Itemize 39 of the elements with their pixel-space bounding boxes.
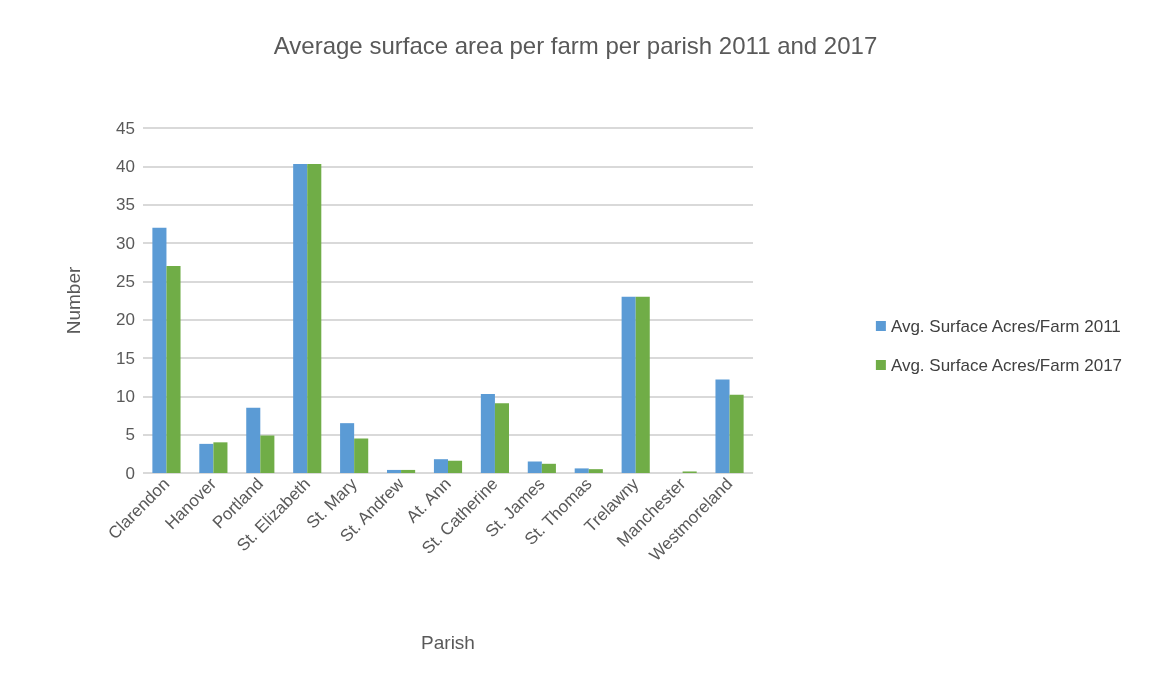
y-tick-label: 45 bbox=[116, 118, 135, 138]
y-axis-title: Number bbox=[63, 266, 84, 335]
bar bbox=[574, 468, 589, 473]
x-axis-title: Parish bbox=[421, 632, 475, 653]
bar bbox=[494, 403, 509, 473]
y-tick-label: 20 bbox=[116, 310, 135, 330]
bar bbox=[166, 266, 181, 473]
bar bbox=[307, 164, 322, 473]
y-tick-label: 35 bbox=[116, 195, 135, 215]
y-tick-label: 25 bbox=[116, 271, 135, 291]
y-tick-label: 30 bbox=[116, 233, 135, 253]
bar bbox=[448, 460, 463, 473]
bar bbox=[433, 459, 448, 473]
legend-label: Avg. Surface Acres/Farm 2011 bbox=[890, 316, 1121, 336]
legend-label: Avg. Surface Acres/Farm 2017 bbox=[890, 355, 1123, 375]
bar bbox=[260, 435, 275, 473]
y-tick-label: 10 bbox=[116, 386, 135, 406]
bar bbox=[401, 469, 416, 473]
bar bbox=[340, 423, 355, 473]
y-tick-label: 5 bbox=[125, 425, 135, 445]
bar bbox=[621, 296, 636, 473]
y-tick-label: 15 bbox=[116, 348, 135, 368]
bar bbox=[152, 227, 167, 473]
bar bbox=[387, 469, 402, 473]
y-tick-label: 40 bbox=[116, 156, 135, 176]
bar bbox=[293, 164, 308, 473]
chart-title: Average surface area per farm per parish 2011 and 2017 bbox=[273, 31, 878, 59]
bar bbox=[541, 463, 556, 473]
bar bbox=[213, 442, 228, 473]
bar bbox=[480, 394, 495, 473]
bar bbox=[588, 469, 603, 473]
bar bbox=[635, 296, 650, 473]
bar bbox=[199, 443, 214, 473]
y-tick-label: 0 bbox=[125, 463, 135, 483]
bar bbox=[729, 394, 744, 473]
bar bbox=[354, 438, 369, 473]
bar bbox=[527, 461, 542, 473]
bar bbox=[246, 407, 261, 473]
bar bbox=[715, 379, 730, 473]
